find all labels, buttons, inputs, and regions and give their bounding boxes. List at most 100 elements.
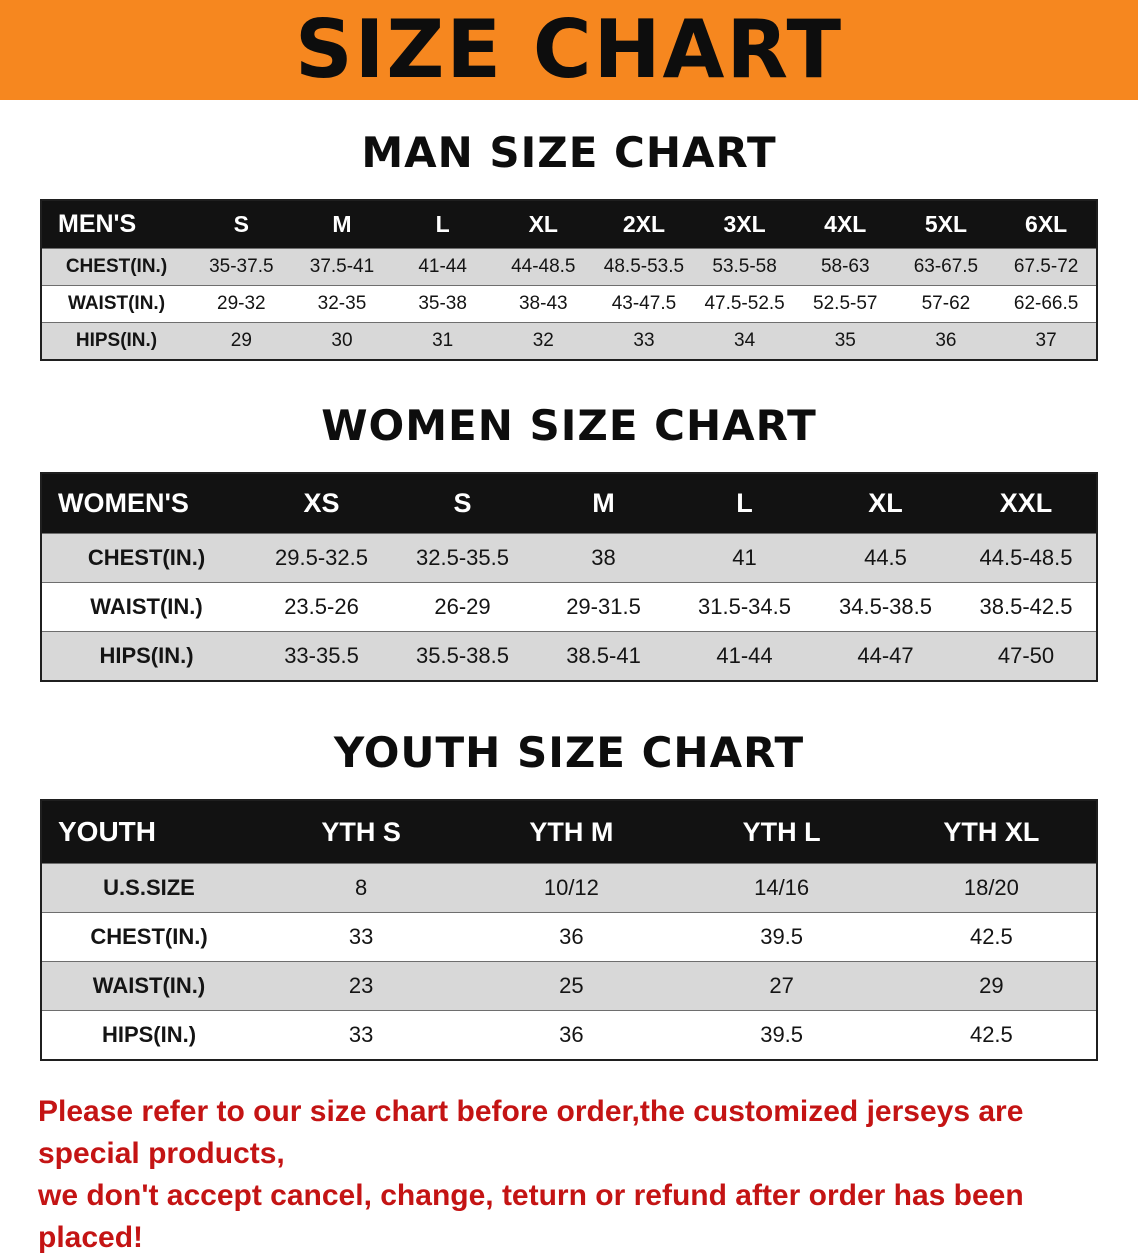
women-size-chart-heading: WOMEN SIZE CHART [321, 401, 817, 450]
table-row: WAIST(IN.) 23.5-26 26-29 29-31.5 31.5-34.5 34… [41, 582, 1097, 632]
size-value-cell: 44-48.5 [492, 248, 594, 286]
size-column-header: XXL [956, 473, 1097, 534]
man-size-chart-heading: MAN SIZE CHART [361, 128, 777, 177]
size-value-cell: 53.5-58 [694, 248, 795, 286]
size-column-header: S [392, 473, 533, 534]
size-value-cell: 29-32 [191, 285, 292, 323]
table-row: CHEST(IN.) 33 36 39.5 42.5 [41, 912, 1097, 962]
size-column-header: M [291, 200, 393, 249]
size-column-header: YTH M [466, 800, 677, 864]
row-label: CHEST(IN.) [41, 248, 191, 286]
size-value-cell: 33 [256, 1010, 467, 1060]
table-row: CHEST(IN.) 29.5-32.5 32.5-35.5 38 41 44.5 44.5… [41, 533, 1097, 583]
size-value-cell: 39.5 [676, 1010, 887, 1060]
row-label: U.S.SIZE [41, 863, 256, 913]
size-value-cell: 29.5-32.5 [251, 533, 392, 583]
size-value-cell: 30 [291, 322, 393, 360]
size-value-cell: 47.5-52.5 [694, 285, 795, 323]
size-value-cell: 33 [593, 322, 695, 360]
size-value-cell: 14/16 [676, 863, 887, 913]
row-label: HIPS(IN.) [41, 322, 191, 360]
size-value-cell: 27 [676, 961, 887, 1011]
size-column-header: 4XL [794, 200, 896, 249]
table-row: HIPS(IN.) 33 36 39.5 42.5 [41, 1010, 1097, 1060]
size-column-header: M [533, 473, 674, 534]
size-value-cell: 8 [256, 863, 467, 913]
size-value-cell: 57-62 [895, 285, 997, 323]
row-label: WAIST(IN.) [41, 582, 251, 632]
size-value-cell: 44.5 [815, 533, 956, 583]
row-label: CHEST(IN.) [41, 533, 251, 583]
table-label-header: MEN'S [41, 200, 191, 249]
size-value-cell: 10/12 [466, 863, 677, 913]
size-value-cell: 26-29 [392, 582, 533, 632]
men-size-table: MEN'S S M L XL 2XL 3XL 4XL 5XL 6XL CHEST(IN.) 35-37… [40, 199, 1098, 361]
youth-size-table: YOUTH YTH S YTH M YTH L YTH XL U.S.SIZE 8 10/12… [40, 799, 1098, 1061]
size-value-cell: 52.5-57 [794, 285, 896, 323]
size-value-cell: 32.5-35.5 [392, 533, 533, 583]
size-value-cell: 47-50 [956, 631, 1097, 681]
size-value-cell: 33 [256, 912, 467, 962]
size-value-cell: 23 [256, 961, 467, 1011]
size-value-cell: 41-44 [392, 248, 493, 286]
table-header-row: MEN'S S M L XL 2XL 3XL 4XL 5XL 6XL [41, 200, 1097, 249]
size-value-cell: 35-38 [392, 285, 493, 323]
size-value-cell: 41 [674, 533, 815, 583]
size-value-cell: 31 [392, 322, 493, 360]
table-row: U.S.SIZE 8 10/12 14/16 18/20 [41, 863, 1097, 913]
size-value-cell: 44-47 [815, 631, 956, 681]
table-row: CHEST(IN.) 35-37.5 37.5-41 41-44 44-48.5 48.5… [41, 248, 1097, 286]
size-column-header: 2XL [593, 200, 695, 249]
page-title: SIZE CHART [294, 3, 844, 96]
size-value-cell: 35-37.5 [191, 248, 292, 286]
table-row: WAIST(IN.) 29-32 32-35 35-38 38-43 43-47.5 47.… [41, 285, 1097, 323]
size-value-cell: 38 [533, 533, 674, 583]
size-value-cell: 38-43 [492, 285, 594, 323]
row-label: HIPS(IN.) [41, 1010, 256, 1060]
row-label: WAIST(IN.) [41, 285, 191, 323]
size-value-cell: 23.5-26 [251, 582, 392, 632]
table-row: WAIST(IN.) 23 25 27 29 [41, 961, 1097, 1011]
size-value-cell: 37 [996, 322, 1097, 360]
table-row: HIPS(IN.) 29 30 31 32 33 34 35 36 37 [41, 322, 1097, 360]
table-row: HIPS(IN.) 33-35.5 35.5-38.5 38.5-41 41-44 44-… [41, 631, 1097, 681]
size-value-cell: 42.5 [886, 1010, 1097, 1060]
table-header-row: YOUTH YTH S YTH M YTH L YTH XL [41, 800, 1097, 864]
size-column-header: YTH S [256, 800, 467, 864]
size-value-cell: 29 [191, 322, 292, 360]
size-value-cell: 33-35.5 [251, 631, 392, 681]
size-column-header: YTH L [676, 800, 887, 864]
youth-size-chart-heading: YOUTH SIZE CHART [333, 728, 805, 777]
size-value-cell: 32-35 [291, 285, 393, 323]
size-column-header: 5XL [895, 200, 997, 249]
size-value-cell: 63-67.5 [895, 248, 997, 286]
size-value-cell: 34 [694, 322, 795, 360]
row-label: CHEST(IN.) [41, 912, 256, 962]
size-column-header: XL [815, 473, 956, 534]
size-value-cell: 29 [886, 961, 1097, 1011]
women-size-table: WOMEN'S XS S M L XL XXL CHEST(IN.) 29.5-32.5 32.5… [40, 472, 1098, 682]
size-value-cell: 32 [492, 322, 594, 360]
row-label: HIPS(IN.) [41, 631, 251, 681]
size-column-header: 6XL [996, 200, 1097, 249]
size-value-cell: 38.5-42.5 [956, 582, 1097, 632]
size-value-cell: 48.5-53.5 [593, 248, 695, 286]
size-value-cell: 35.5-38.5 [392, 631, 533, 681]
banner: SIZE CHART [0, 0, 1138, 100]
size-value-cell: 58-63 [794, 248, 896, 286]
size-value-cell: 62-66.5 [996, 285, 1097, 323]
size-column-header: XL [492, 200, 594, 249]
table-label-header: WOMEN'S [41, 473, 251, 534]
size-column-header: XS [251, 473, 392, 534]
disclaimer: Please refer to our size chart before or… [38, 1091, 1100, 1259]
size-value-cell: 38.5-41 [533, 631, 674, 681]
size-value-cell: 31.5-34.5 [674, 582, 815, 632]
size-value-cell: 36 [466, 912, 677, 962]
size-column-header: 3XL [694, 200, 795, 249]
size-value-cell: 36 [466, 1010, 677, 1060]
size-value-cell: 25 [466, 961, 677, 1011]
size-value-cell: 35 [794, 322, 896, 360]
disclaimer-line-2: we don't accept cancel, change, teturn o… [38, 1179, 1024, 1254]
size-column-header: YTH XL [886, 800, 1097, 864]
size-value-cell: 29-31.5 [533, 582, 674, 632]
